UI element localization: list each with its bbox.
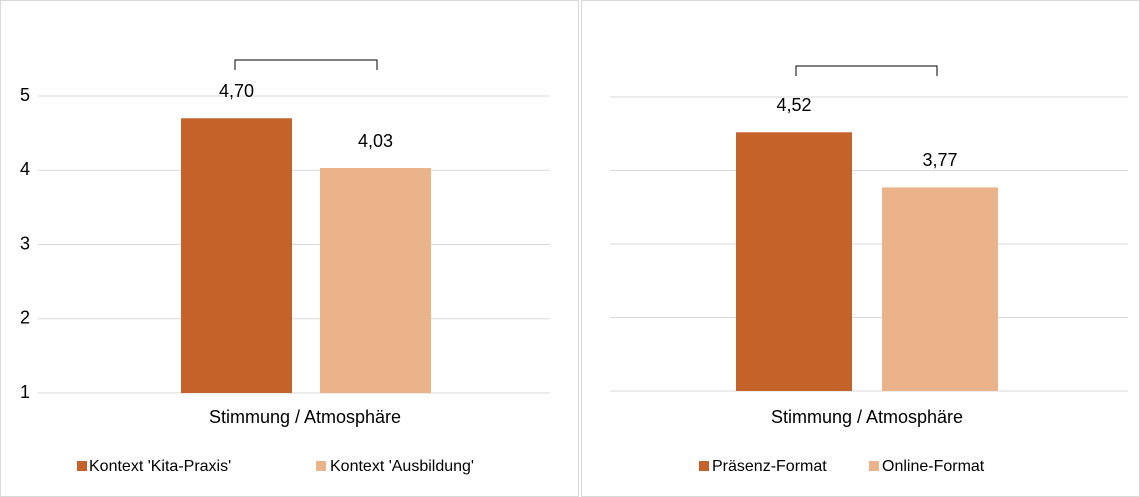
y-tick-label: 3 [20,233,30,253]
legend-swatch [699,461,709,471]
data-label: 4,52 [776,95,811,115]
legend-label: Online-Format [882,458,985,475]
significance-bracket [234,59,378,70]
x-tick-label: Stimmung / Atmosphäre [771,407,963,427]
legend-label: Präsenz-Format [712,458,827,475]
legend-label: Kontext 'Kita-Praxis' [89,458,231,475]
data-label: 4,03 [358,131,393,151]
legend-label: Kontext 'Ausbildung' [330,458,474,475]
bar [736,132,852,391]
legend-swatch [316,461,326,471]
y-tick-label: 1 [20,382,30,402]
y-tick-label: 4 [20,159,30,179]
x-tick-label: Stimmung / Atmosphäre [209,407,401,427]
y-tick-label: 5 [20,85,30,105]
legend-swatch [77,461,87,471]
y-tick-label: 2 [20,308,30,328]
significance-bracket [795,65,938,76]
legend-swatch [869,461,879,471]
bar [882,187,998,391]
bar [181,118,292,394]
bar [320,168,431,393]
data-label: 4,70 [219,81,254,101]
data-label: 3,77 [922,150,957,170]
